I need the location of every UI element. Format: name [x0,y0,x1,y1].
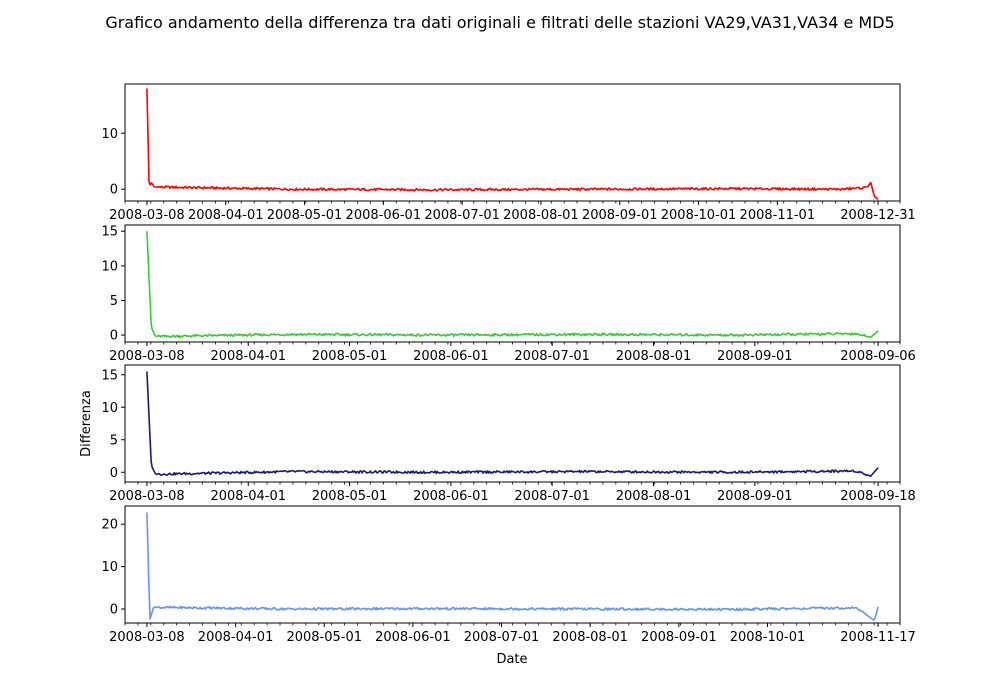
x-tick-label: 2008-06-01 [375,630,451,645]
x-tick-label: 2008-08-01 [552,630,628,645]
x-tick-label: 2008-09-01 [717,349,793,364]
y-tick-label: 20 [101,518,118,533]
x-tick-label: 2008-10-01 [661,208,737,223]
x-tick-label: 2008-09-01 [717,489,793,504]
y-tick-label: 15 [101,368,118,383]
x-tick-label: 2008-03-08 [109,630,185,645]
x-tick-label: 2008-03-08 [109,489,185,504]
y-tick-label: 5 [110,294,118,309]
x-tick-label: 2008-09-01 [641,630,717,645]
y-tick-label: 0 [110,329,118,344]
x-tick-label: 2008-05-01 [312,349,388,364]
x-tick-label: 2008-11-01 [740,208,816,223]
x-tick-label: 2008-07-01 [424,208,500,223]
x-tick-label: 2008-04-01 [210,489,286,504]
series-line [146,371,879,477]
x-tick-label: 2008-06-01 [413,489,489,504]
x-tick-label: 2008-08-01 [616,489,692,504]
x-tick-label: 2008-07-01 [514,349,590,364]
y-tick-label: 0 [110,183,118,198]
x-tick-label: 2008-06-01 [346,208,422,223]
x-tick-label: 2008-10-01 [730,630,806,645]
x-tick-label: 2008-07-01 [464,630,540,645]
x-tick-label: 2008-04-01 [188,208,264,223]
x-tick-label: 2008-06-01 [413,349,489,364]
subplot-3: 0 5 10 15 2008-03-08 2008-04-01 2008-05-01 2008… [79,364,916,504]
x-tick-label: 2008-07-01 [514,489,590,504]
x-tick-label: 2008-09-06 [840,349,916,364]
figure-title: Grafico andamento della differenza tra d… [105,13,894,32]
axes-frame [124,224,901,343]
x-tick-label: 2008-09-18 [840,489,916,504]
x-tick-label: 2008-03-08 [109,349,185,364]
subplot-1: 0 10 2008-03-08 2008-04-01 2008-05-01 2008-06… [101,83,916,223]
y-tick-label: 15 [101,225,118,240]
x-tick-label: 2008-04-01 [210,349,286,364]
x-tick-label: 2008-08-01 [503,208,579,223]
x-tick-label: 2008-04-01 [198,630,274,645]
y-tick-label: 10 [101,127,118,142]
series-line [146,512,879,621]
x-tick-label: 2008-08-01 [616,349,692,364]
x-tick-label: 2008-11-17 [840,630,916,645]
subplot-4: 0 10 20 2008-03-08 2008-04-01 2008-05-01 2008-… [101,505,916,645]
axes-frame [124,505,901,624]
x-tick-label: 2008-09-01 [582,208,658,223]
axes-frame [124,364,901,483]
y-tick-label: 0 [110,603,118,618]
y-tick-label: 10 [101,259,118,274]
series-line [146,88,879,200]
series-line [146,231,879,339]
x-tick-label: 2008-05-01 [286,630,362,645]
x-tick-label: 2008-05-01 [267,208,343,223]
y-tick-label: 5 [110,433,118,448]
y-axis-label: Differenza [79,390,94,457]
y-tick-label: 0 [110,466,118,481]
y-tick-label: 10 [101,401,118,416]
x-tick-label: 2008-12-31 [840,208,916,223]
axes-frame [124,83,901,202]
y-tick-label: 10 [101,560,118,575]
subplot-2: 0 5 10 15 2008-03-08 2008-04-01 2008-05-01 2008… [101,224,916,364]
x-tick-label: 2008-03-08 [109,208,185,223]
x-tick-label: 2008-05-01 [312,489,388,504]
x-axis-label: Date [496,652,527,667]
